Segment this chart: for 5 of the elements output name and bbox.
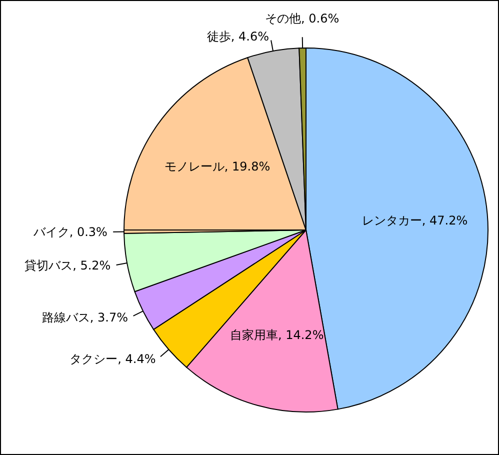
- slice-label: バイク, 0.3%: [32, 224, 108, 239]
- slice-label: 貸切バス, 5.2%: [24, 258, 111, 273]
- slice-label: 路線バス, 3.7%: [42, 310, 128, 325]
- slice-label: その他, 0.6%: [265, 12, 340, 26]
- slice-label: タクシー, 4.4%: [70, 352, 156, 366]
